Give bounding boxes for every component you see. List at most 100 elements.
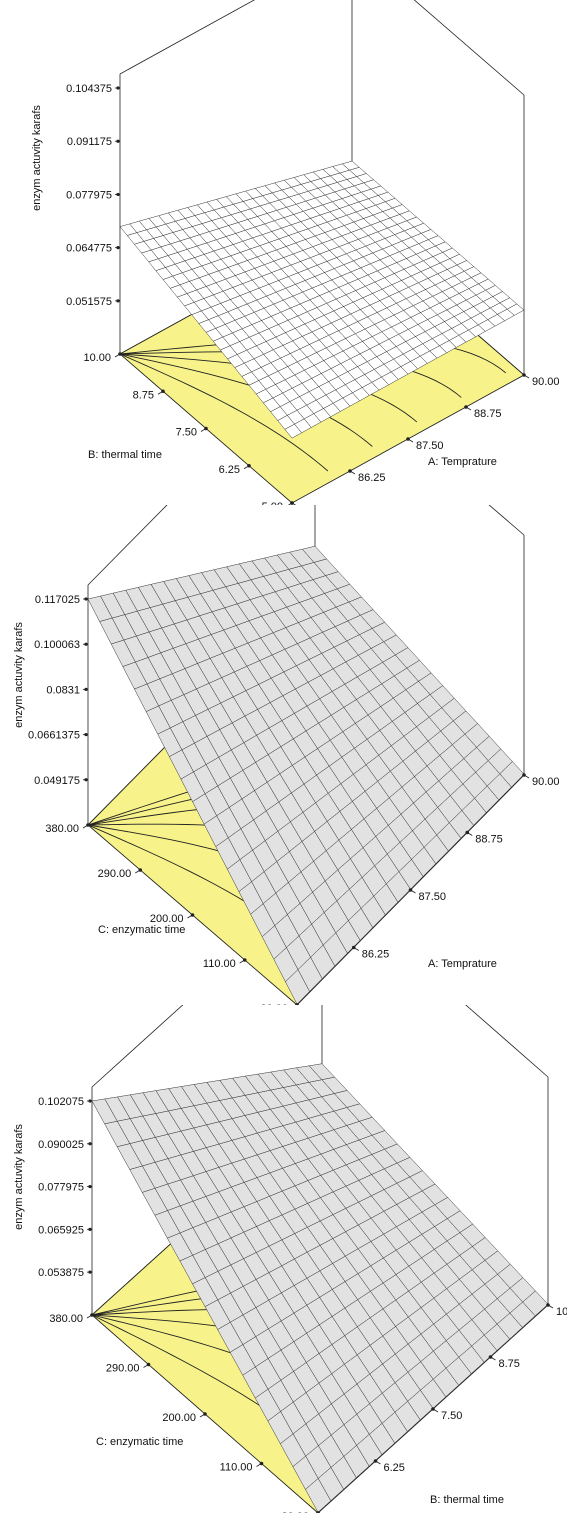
x-tick-label: 7.50 <box>441 1410 462 1422</box>
z-tick-dot <box>116 192 120 197</box>
z-axis-label: enzym actuvity karafs <box>13 622 25 728</box>
box-edge <box>87 505 168 586</box>
x-tick-label: 88.75 <box>475 834 503 846</box>
y-tick-label: 6.25 <box>219 464 240 476</box>
contour-line <box>119 353 329 472</box>
x-tick-dot <box>464 405 468 409</box>
x-tick-dot <box>546 1303 550 1307</box>
box-edge <box>119 0 255 75</box>
x-tick-label: 87.50 <box>419 891 447 903</box>
z-tick-dot <box>88 1227 92 1231</box>
x-tick-dot <box>406 437 410 441</box>
x-tick-label: 85.00 <box>300 504 328 505</box>
z-tick-dot <box>116 139 120 143</box>
x-tick-dot <box>373 1459 378 1463</box>
y-tick-label: 290.00 <box>106 1363 140 1375</box>
x-tick-dot <box>290 501 294 505</box>
z-tick-label: 0.091175 <box>67 136 112 148</box>
box-edge <box>465 1005 549 1078</box>
y-tick-label: 7.50 <box>176 427 197 439</box>
box-edge <box>91 1005 184 1088</box>
y-tick-dot <box>118 352 122 356</box>
chart-svg: 0.053875 0.065925 0.077975 0.090025 0.102075… <box>13 1005 567 1513</box>
x-tick-dot <box>522 373 526 377</box>
y-axis-label: B: thermal time <box>88 449 162 461</box>
x-tick-label: 90.00 <box>532 376 560 388</box>
z-axis-label: enzym actuvity karafs <box>31 105 43 211</box>
z-tick-dot <box>84 778 88 782</box>
z-axis-label: enzym actuvity karafs <box>13 1124 25 1230</box>
y-axis-label: C: enzymatic time <box>98 924 185 936</box>
y-tick-label: 20.00 <box>281 1511 309 1513</box>
x-tick-dot <box>408 888 413 892</box>
y-tick-label: 20.00 <box>260 1003 288 1005</box>
z-tick-dot <box>88 1142 92 1146</box>
z-tick-label: 0.077975 <box>38 1182 84 1194</box>
x-tick-label: 10.00 <box>556 1306 567 1318</box>
z-tick-label: 0.102075 <box>38 1096 84 1108</box>
z-tick-label: 0.104375 <box>66 83 112 95</box>
x-axis-label: B: thermal time <box>430 1494 504 1506</box>
x-tick-dot <box>465 830 470 835</box>
y-tick-label: 5.00 <box>262 501 283 505</box>
x-tick-dot <box>295 1003 299 1005</box>
surface-chart-temp-enzymatic: 0.049175 0.0661375 0.0831 0.100063 0.117025 2… <box>0 505 567 1005</box>
x-tick-dot <box>431 1407 435 1411</box>
x-axis-label: A: Temprature <box>428 456 497 468</box>
y-tick-dot <box>161 389 165 394</box>
z-tick-dot <box>88 1099 92 1103</box>
x-tick-dot <box>348 469 352 473</box>
y-tick-dot <box>259 1461 264 1466</box>
z-tick-label: 0.065925 <box>38 1224 84 1236</box>
z-tick-label: 0.090025 <box>38 1139 84 1151</box>
chart-svg: 0.051575 0.064775 0.077975 0.091175 0.104375… <box>31 0 560 505</box>
y-tick-dot <box>138 868 143 872</box>
z-tick-dot <box>84 687 88 691</box>
z-tick-label: 0.049175 <box>34 775 80 787</box>
y-tick-dot <box>146 1362 151 1367</box>
surface-chart-temp-thermal: 0.051575 0.064775 0.077975 0.091175 0.104375… <box>0 0 567 505</box>
x-tick-label: 8.75 <box>499 1358 520 1370</box>
x-tick-dot <box>488 1355 493 1359</box>
z-tick-label: 0.064775 <box>66 243 112 255</box>
box-edge <box>413 0 525 96</box>
z-tick-label: 0.100063 <box>34 639 80 651</box>
y-tick-label: 200.00 <box>150 913 184 925</box>
z-tick-label: 0.053875 <box>38 1267 84 1279</box>
response-surface <box>119 160 525 439</box>
y-tick-label: 8.75 <box>133 389 154 401</box>
z-tick-dot <box>88 1184 92 1189</box>
z-tick-label: 0.0831 <box>46 684 80 696</box>
z-tick-label: 0.117025 <box>35 594 80 606</box>
z-tick-dot <box>84 642 88 646</box>
y-tick-dot <box>203 1412 207 1416</box>
surface-chart-thermal-enzymatic: 0.053875 0.065925 0.077975 0.090025 0.102075… <box>0 1005 567 1513</box>
response-surface <box>87 545 525 1005</box>
surface-cell <box>341 160 360 171</box>
box-edge <box>488 505 525 536</box>
y-tick-dot <box>86 823 90 827</box>
z-tick-dot <box>116 86 120 90</box>
y-tick-label: 10.00 <box>83 352 111 364</box>
y-tick-dot <box>90 1313 94 1317</box>
y-tick-dot <box>190 913 195 917</box>
x-tick-label: 88.75 <box>474 408 502 420</box>
x-tick-label: 6.25 <box>384 1462 405 1474</box>
x-tick-dot <box>522 773 526 777</box>
x-tick-label: 86.25 <box>362 949 390 961</box>
z-tick-label: 0.051575 <box>66 296 112 308</box>
z-tick-label: 0.077975 <box>66 189 112 201</box>
chart-svg: 0.049175 0.0661375 0.0831 0.100063 0.117025 2… <box>13 505 560 1005</box>
x-tick-dot <box>351 945 356 950</box>
x-axis-label: A: Temprature <box>428 958 497 970</box>
y-tick-label: 200.00 <box>162 1412 196 1424</box>
z-tick-label: 0.0661375 <box>28 730 80 742</box>
y-tick-label: 380.00 <box>49 1313 83 1325</box>
surface-cell <box>308 1063 336 1080</box>
z-tick-dot <box>116 246 120 250</box>
z-tick-dot <box>88 1270 92 1274</box>
y-tick-label: 290.00 <box>98 868 132 880</box>
z-tick-dot <box>84 732 88 737</box>
y-tick-dot <box>204 426 208 431</box>
x-tick-label: 86.25 <box>358 472 386 484</box>
